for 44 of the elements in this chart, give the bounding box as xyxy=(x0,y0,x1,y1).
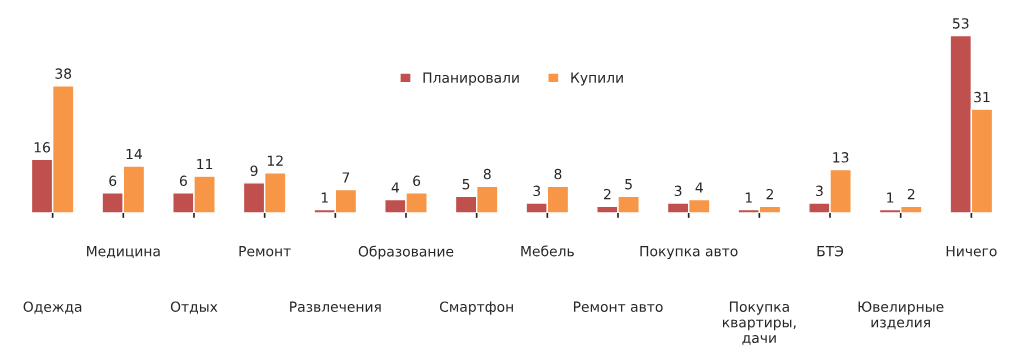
data-label: 1 xyxy=(321,192,328,203)
data-label: 5 xyxy=(462,179,470,190)
data-label: 16 xyxy=(34,142,50,153)
data-label: 1 xyxy=(887,192,894,203)
x-tick-label: Ничего xyxy=(946,246,997,257)
data-label: 1 xyxy=(745,192,752,203)
x-tick-label: Одежда xyxy=(23,301,82,314)
data-label: 2 xyxy=(907,188,915,200)
data-label: 31 xyxy=(974,91,990,103)
data-label: 9 xyxy=(250,165,258,176)
data-label: 2 xyxy=(766,188,773,200)
data-label: 7 xyxy=(342,172,350,183)
x-tick-label: Смартфон xyxy=(439,301,513,315)
data-label: 6 xyxy=(179,175,187,187)
data-label: 6 xyxy=(413,175,421,187)
data-label: 38 xyxy=(55,68,72,79)
x-tick-label: Ремонт авто xyxy=(573,301,663,312)
data-label: 11 xyxy=(197,158,213,170)
data-label: 8 xyxy=(554,168,562,180)
x-tick-label: Образование xyxy=(358,245,454,260)
x-tick-label: БТЭ xyxy=(817,245,844,257)
x-tick-label: Мебель xyxy=(521,245,574,257)
data-label: 14 xyxy=(126,148,142,160)
data-label: 4 xyxy=(695,182,703,193)
data-label: 13 xyxy=(833,152,849,163)
x-tick-label: Ремонт xyxy=(239,246,291,257)
data-label: 4 xyxy=(391,182,400,193)
data-label: 5 xyxy=(625,179,632,190)
x-tick-label: Ювелирные изделия xyxy=(858,301,944,330)
data-label: 3 xyxy=(533,185,541,197)
data-label: 6 xyxy=(109,175,117,187)
legend-label: Планировали xyxy=(423,72,519,86)
legend-label: Купили xyxy=(571,72,623,86)
data-label: 53 xyxy=(952,18,969,29)
x-tick-label: Медицина xyxy=(87,246,160,259)
data-label: 8 xyxy=(483,168,491,180)
data-label: 3 xyxy=(674,185,682,197)
x-tick-label: Развлечения xyxy=(290,301,381,312)
data-label: 2 xyxy=(604,188,611,200)
data-label: 12 xyxy=(267,155,283,166)
x-tick-label: Отдых xyxy=(170,301,218,314)
data-label: 3 xyxy=(816,185,823,197)
x-tick-label: Покупка квартиры, дачи xyxy=(723,301,796,345)
x-tick-label: Покупка авто xyxy=(640,246,738,260)
